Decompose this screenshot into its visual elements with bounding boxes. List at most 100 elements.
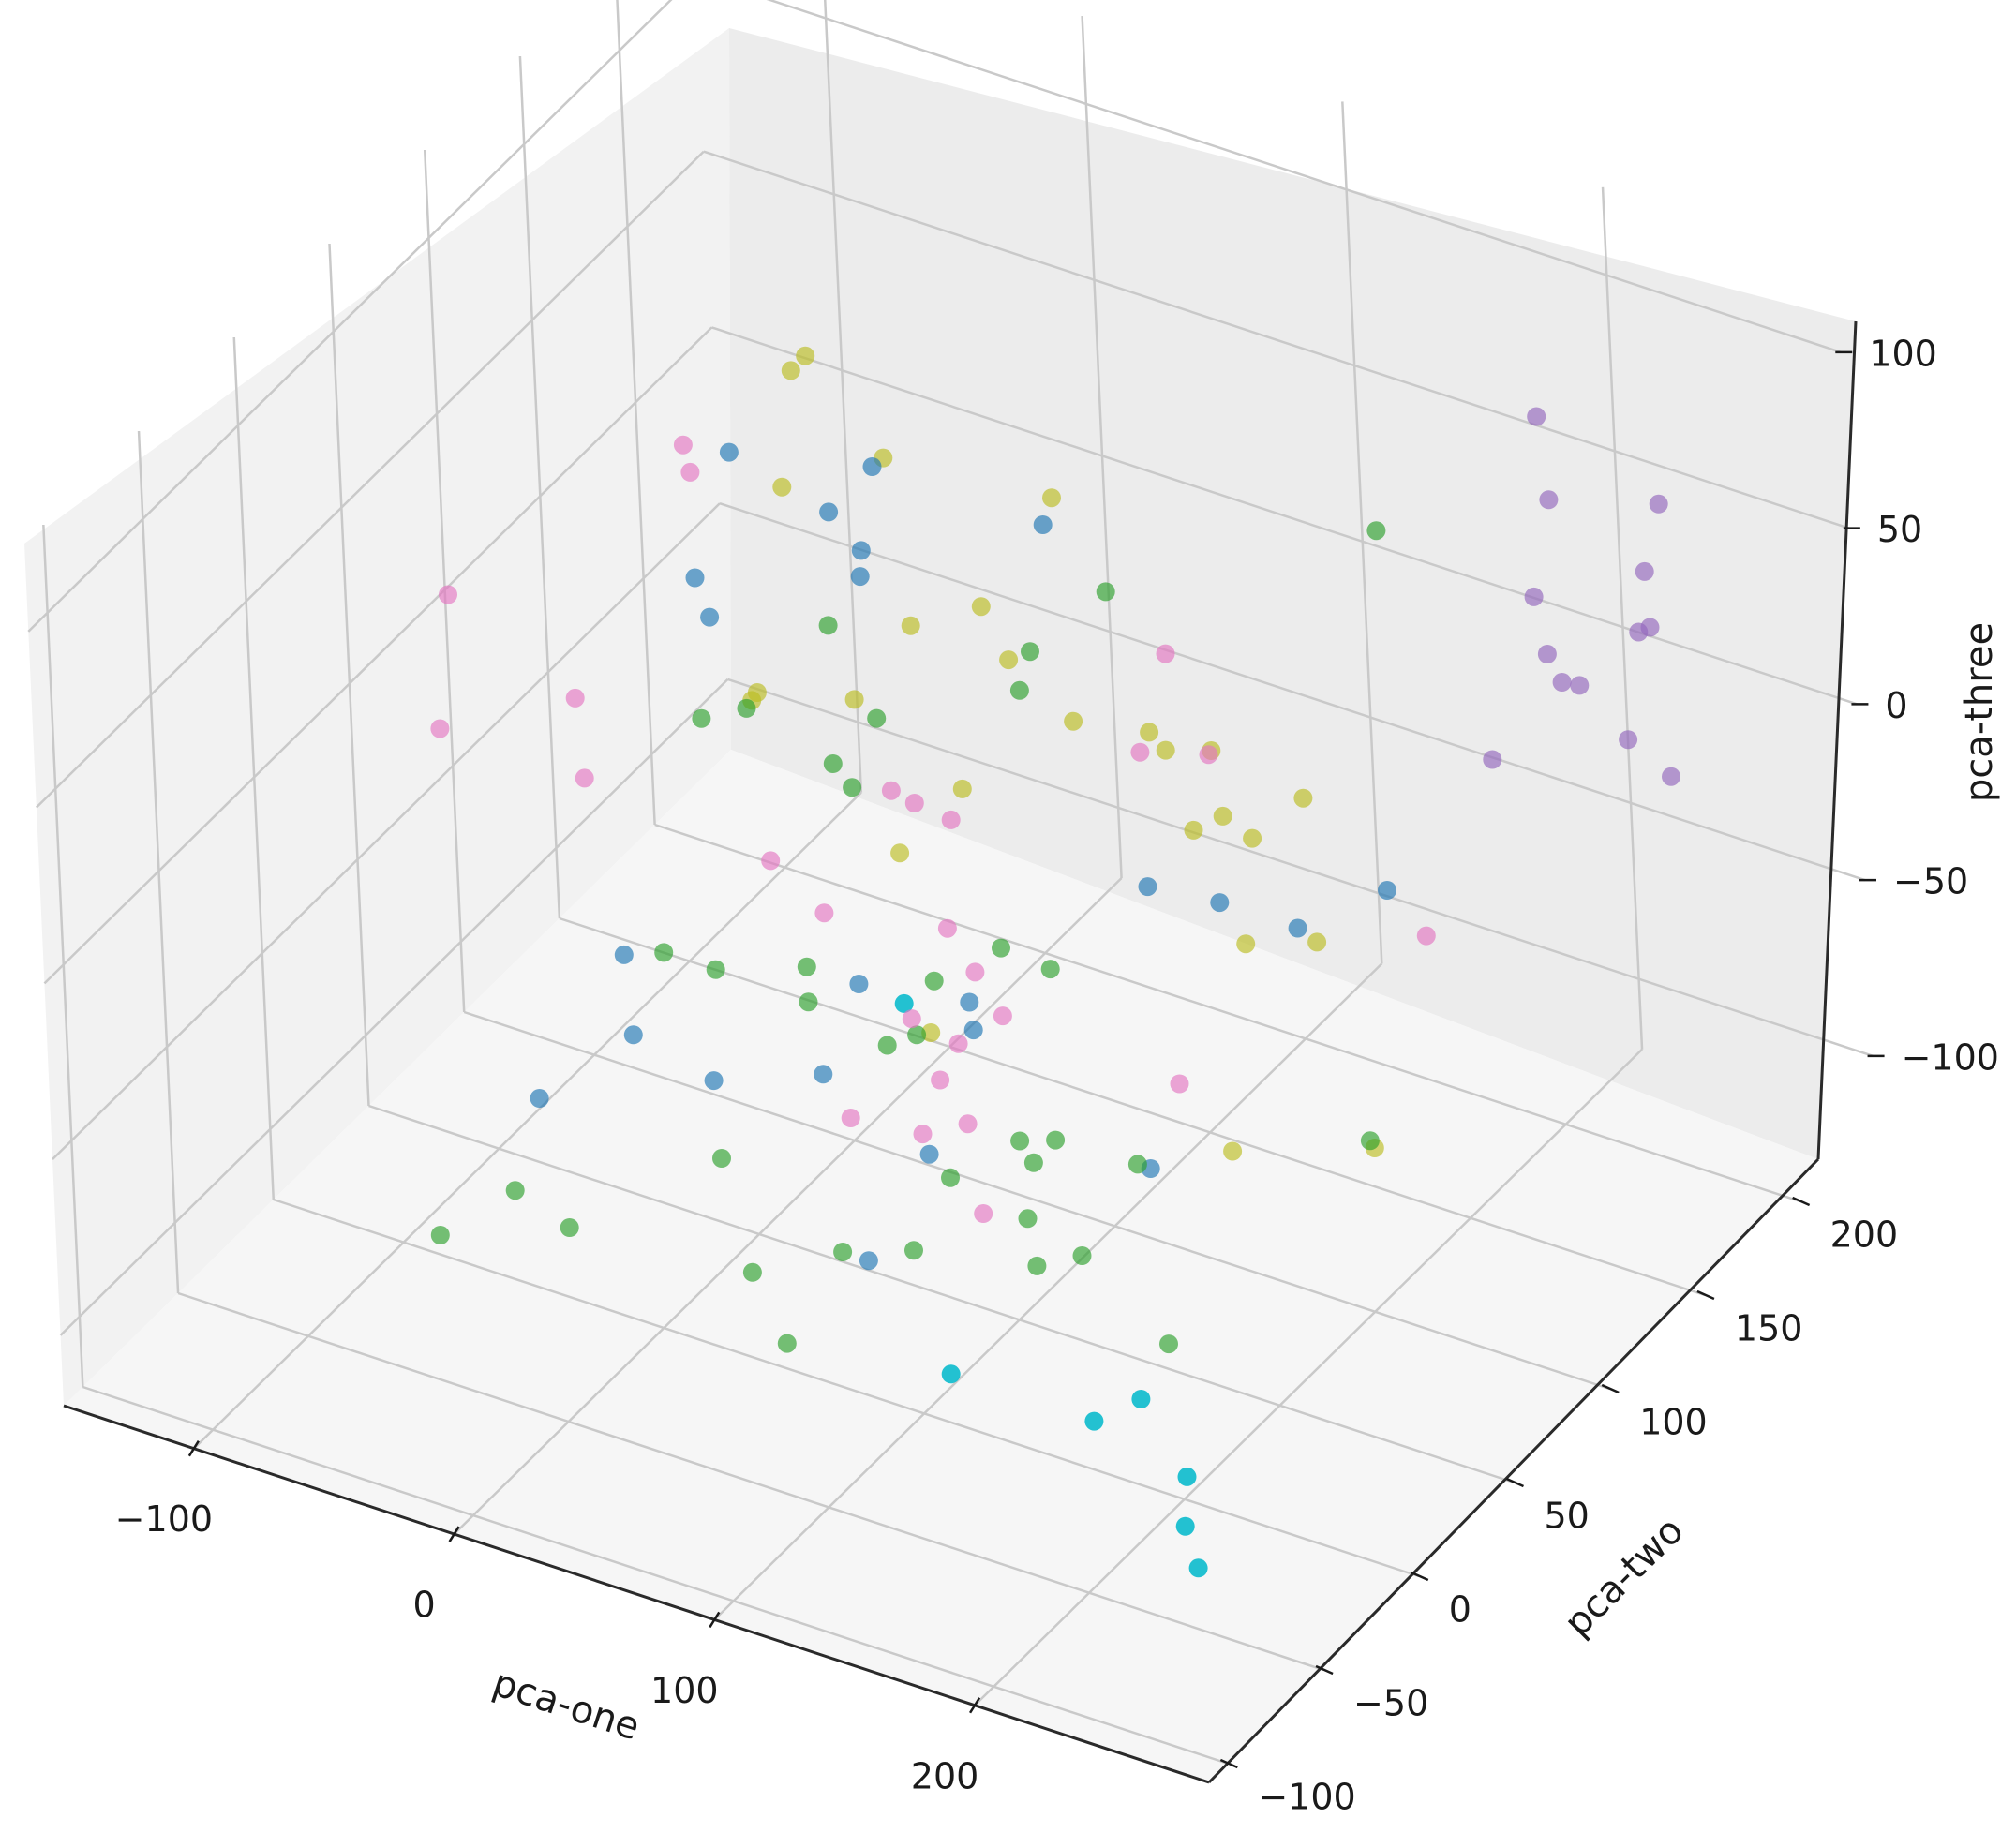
scatter-point-green — [430, 1226, 450, 1244]
scatter-point-olive — [844, 690, 864, 709]
y-tick-label: −100 — [1258, 1777, 1355, 1818]
scatter-point-pink — [1130, 742, 1150, 762]
scatter-point-pink — [904, 794, 924, 812]
scatter-point-pink — [902, 1009, 921, 1029]
x-grid-line-back — [1601, 186, 1644, 1050]
x-tick-label: 0 — [412, 1585, 435, 1626]
z-tick-label: 0 — [1885, 685, 1907, 726]
axis-edges — [63, 320, 1858, 1784]
scatter-point-pink — [965, 962, 985, 982]
scatter-points — [430, 346, 1680, 1578]
z-grid-line-back — [727, 678, 1874, 1058]
y-tick-mark — [1696, 1289, 1715, 1301]
scatter-point-pink — [841, 1109, 860, 1127]
scatter-point-green — [777, 1334, 797, 1353]
y-grid-line-left — [518, 55, 561, 919]
z-tick-label: 100 — [1869, 333, 1937, 374]
x-grid-line-back — [1081, 15, 1123, 879]
scatter-point-green — [877, 1036, 897, 1055]
z-tick-label: −100 — [1902, 1036, 1999, 1078]
left-pane — [24, 28, 731, 1406]
scatter-point-cyan — [1188, 1558, 1208, 1578]
scatter-point-pink — [439, 585, 457, 604]
scatter-point-green — [833, 1243, 853, 1261]
y-tick-label: 150 — [1735, 1308, 1803, 1349]
scatter-point-blue — [1138, 877, 1157, 897]
y-tick-label: −50 — [1353, 1683, 1428, 1724]
scatter-point-green — [823, 754, 843, 773]
scatter-point-pink — [814, 903, 834, 923]
scatter-point-pink — [1199, 745, 1218, 765]
scatter-point-cyan — [1177, 1467, 1197, 1486]
scatter-point-purple — [1662, 767, 1680, 786]
scatter-point-purple — [1483, 750, 1502, 769]
scatter-point-green — [742, 1262, 762, 1282]
scatter-point-purple — [1619, 730, 1638, 750]
scatter-point-olive — [1293, 788, 1313, 808]
scatter-point-olive — [1223, 1141, 1243, 1161]
x-axis-line — [63, 1404, 1210, 1784]
scatter-point-green — [712, 1149, 731, 1168]
y-grid-line-left — [137, 430, 180, 1294]
scatter-point-blue — [719, 442, 739, 462]
scatter-point-pink — [680, 462, 700, 482]
x-tick-mark — [968, 1697, 981, 1714]
scatter-point-pink — [881, 781, 901, 800]
scatter-point-blue — [700, 607, 720, 627]
x-tick-mark — [187, 1440, 200, 1457]
z-grid-line-left — [59, 678, 729, 1336]
scatter-point-blue — [704, 1071, 724, 1091]
scatter-point-green — [1096, 582, 1115, 602]
scatter-point-blue — [814, 1065, 833, 1084]
x-tick-label: 100 — [650, 1670, 719, 1711]
scatter-point-green — [1046, 1130, 1066, 1150]
scatter-point-green — [1023, 1153, 1043, 1172]
y-grid-line-floor — [654, 823, 1801, 1203]
scatter-point-green — [1360, 1131, 1380, 1151]
scatter-point-olive — [1243, 828, 1262, 848]
z-axis-line — [1816, 320, 1858, 1160]
z-axis-label: pca-three — [1958, 622, 2001, 802]
scatter-point-blue — [963, 1021, 983, 1040]
x-grid-line-floor — [192, 791, 862, 1450]
x-tick-label: 200 — [911, 1755, 979, 1796]
scatter-point-green — [505, 1181, 525, 1200]
scatter-point-cyan — [1175, 1516, 1195, 1536]
scatter-point-blue — [685, 568, 705, 588]
scatter-point-blue — [859, 1251, 878, 1271]
scatter-point-cyan — [894, 993, 914, 1013]
y-grid-line-left — [423, 149, 466, 1013]
scatter-point-olive — [1213, 806, 1232, 826]
scatter-point-pink — [941, 810, 961, 829]
scatter-point-green — [1010, 1131, 1030, 1151]
y-tick-label: 200 — [1830, 1215, 1899, 1256]
scatter-point-olive — [796, 346, 815, 365]
scatter-point-olive — [1236, 934, 1256, 954]
scatter-point-green — [1021, 642, 1039, 662]
scatter-point-green — [654, 943, 674, 962]
y-grid-line-floor — [82, 1385, 1229, 1766]
z-grid-line-back — [766, 0, 1842, 354]
x-grid-line-back — [824, 0, 863, 793]
scatter-point-pink — [761, 851, 781, 871]
scatter-point-pink — [1156, 644, 1175, 663]
scatter-point-green — [867, 708, 887, 728]
scatter-point-green — [992, 938, 1010, 958]
y-grid-line-left — [42, 524, 84, 1388]
y-tick-mark — [1792, 1196, 1811, 1207]
scatter-point-pink — [931, 1070, 950, 1090]
scatter-point-pink — [430, 719, 450, 738]
scatter-point-pink — [948, 1034, 968, 1053]
scatter-point-blue — [530, 1089, 549, 1108]
z-grid-line-back — [703, 150, 1850, 529]
scatter-point-blue — [862, 457, 882, 476]
scatter-point-olive — [772, 477, 792, 497]
scatter-point-purple — [1539, 490, 1559, 510]
scatter-point-blue — [623, 1025, 643, 1045]
scatter-point-purple — [1570, 676, 1590, 695]
scatter-point-olive — [901, 616, 920, 635]
scatter-point-green — [737, 698, 756, 718]
scatter-point-olive — [999, 650, 1019, 670]
scatter-point-olive — [971, 597, 991, 617]
